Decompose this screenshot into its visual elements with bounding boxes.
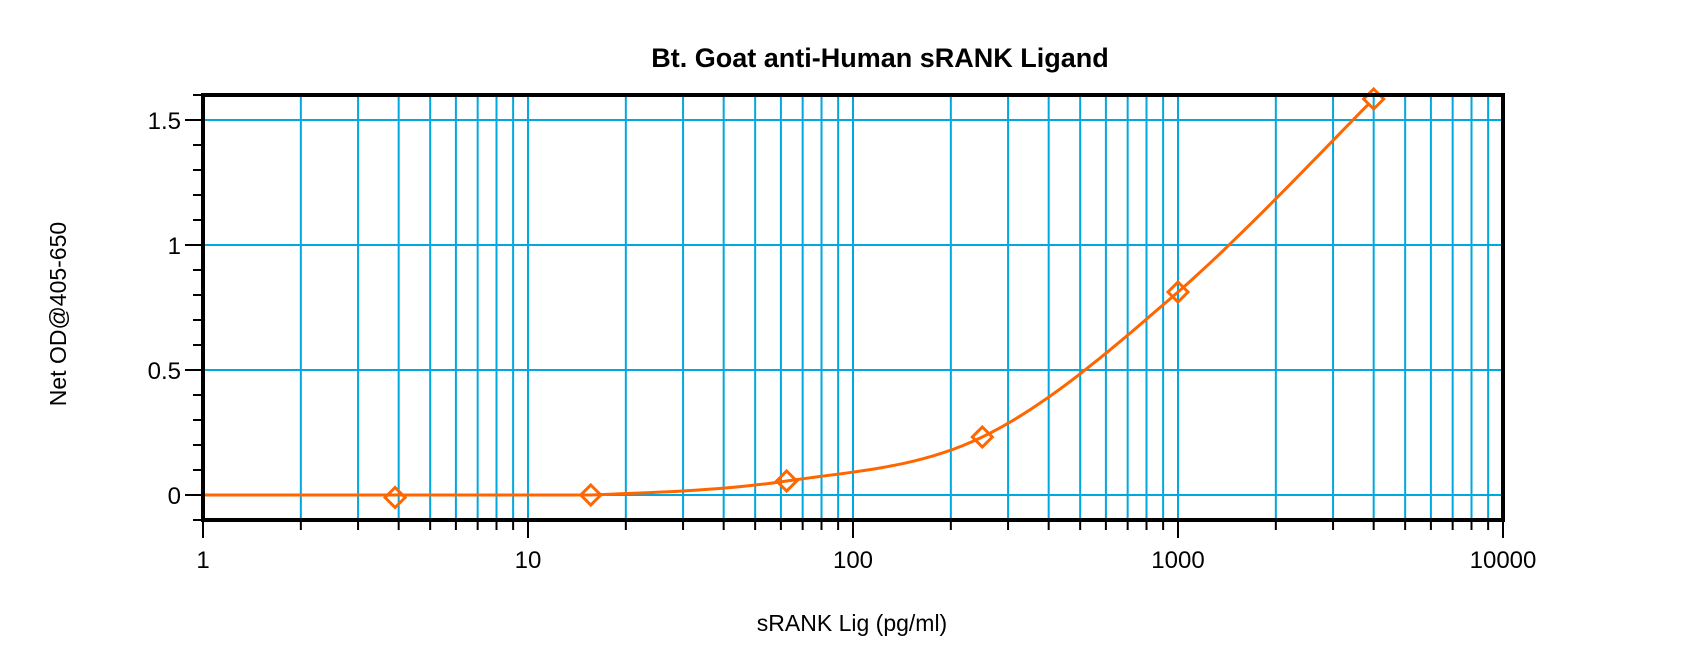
x-tick-label: 10	[515, 547, 542, 574]
y-tick-label: 0	[168, 483, 181, 510]
x-axis-ticks: 1 10 100 1000 10000	[196, 520, 1536, 574]
diamond-marker	[578, 482, 603, 508]
diamond-marker	[382, 485, 408, 510]
x-tick-label: 1000	[1151, 547, 1204, 574]
y-axis-ticks: 0 0.5 1 1.5	[148, 94, 203, 521]
diamond-marker	[1165, 279, 1191, 305]
grid-lines	[203, 95, 1503, 520]
x-tick-label: 1	[196, 547, 209, 574]
curve-path	[203, 103, 1370, 497]
x-tick-label: 100	[833, 547, 873, 574]
x-axis-label: sRANK Lig (pg/ml)	[757, 610, 947, 636]
diamond-marker	[970, 424, 995, 450]
diamond-marker	[774, 468, 799, 494]
y-tick-label: 1	[168, 233, 181, 260]
x-tick-label: 10000	[1470, 547, 1537, 574]
data-markers	[382, 86, 1386, 510]
y-tick-label: 1.5	[148, 108, 181, 135]
fitted-curve	[203, 103, 1370, 497]
y-axis-label: Net OD@405-650	[45, 222, 71, 406]
y-tick-label: 0.5	[148, 358, 181, 385]
chart-title: Bt. Goat anti-Human sRANK Ligand	[651, 43, 1109, 73]
